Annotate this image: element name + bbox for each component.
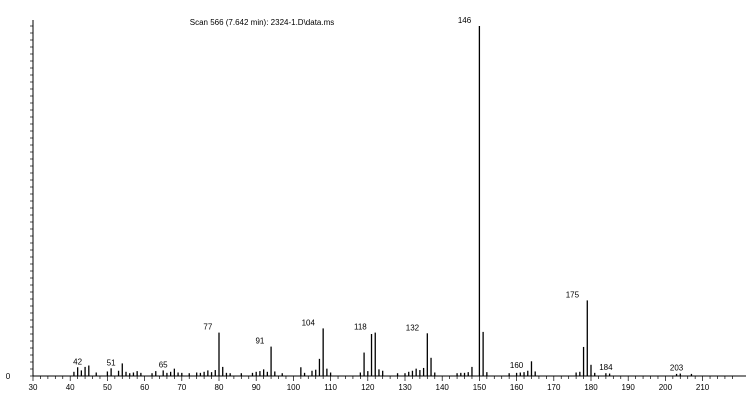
- peak-label: 146: [458, 16, 472, 25]
- peak-label: 65: [159, 360, 168, 369]
- x-tick-label: 210: [696, 383, 710, 392]
- peak-label: 184: [599, 363, 613, 372]
- x-tick-label: 60: [140, 383, 149, 392]
- x-tick-label: 190: [622, 383, 636, 392]
- x-tick-label: 140: [436, 383, 450, 392]
- x-tick-label: 40: [66, 383, 75, 392]
- x-tick-label: 50: [103, 383, 112, 392]
- x-tick-label: 80: [215, 383, 224, 392]
- peak-series: [73, 26, 693, 376]
- x-tick-label: 150: [473, 383, 487, 392]
- x-tick-label: 100: [287, 383, 301, 392]
- peak-label: 91: [255, 337, 264, 346]
- x-tick-label: 200: [659, 383, 673, 392]
- peak-label: 77: [203, 323, 212, 332]
- x-tick-label: 30: [29, 383, 38, 392]
- x-axis: 30 40 50 60 70 80 90 100 110 120 130 140 150 160 170 18…: [29, 375, 746, 392]
- chart-title: Scan 566 (7.642 min): 2324-1.D\data.ms: [190, 18, 335, 27]
- peak-label: 51: [107, 358, 116, 367]
- peak-label: 104: [302, 318, 316, 327]
- x-tick-label: 110: [324, 383, 337, 392]
- y-tick-label: 0: [6, 372, 11, 381]
- peak-label: 175: [566, 290, 580, 299]
- peak-labels: 42 51 65 77 91 104 118 132 146 160 175 184 203: [73, 16, 684, 373]
- x-tick-label: 180: [584, 383, 598, 392]
- x-tick-label: 90: [252, 383, 261, 392]
- x-tick-label: 70: [177, 383, 186, 392]
- peak-label: 203: [670, 364, 684, 373]
- x-tick-label: 170: [547, 383, 561, 392]
- x-tick-label: 160: [510, 383, 524, 392]
- x-tick-label: 130: [398, 383, 412, 392]
- peak-label: 132: [406, 323, 420, 332]
- peak-label: 160: [510, 361, 524, 370]
- peak-label: 42: [73, 357, 82, 366]
- x-tick-label: 120: [361, 383, 375, 392]
- y-axis: [30, 20, 34, 377]
- peak-label: 118: [354, 323, 367, 332]
